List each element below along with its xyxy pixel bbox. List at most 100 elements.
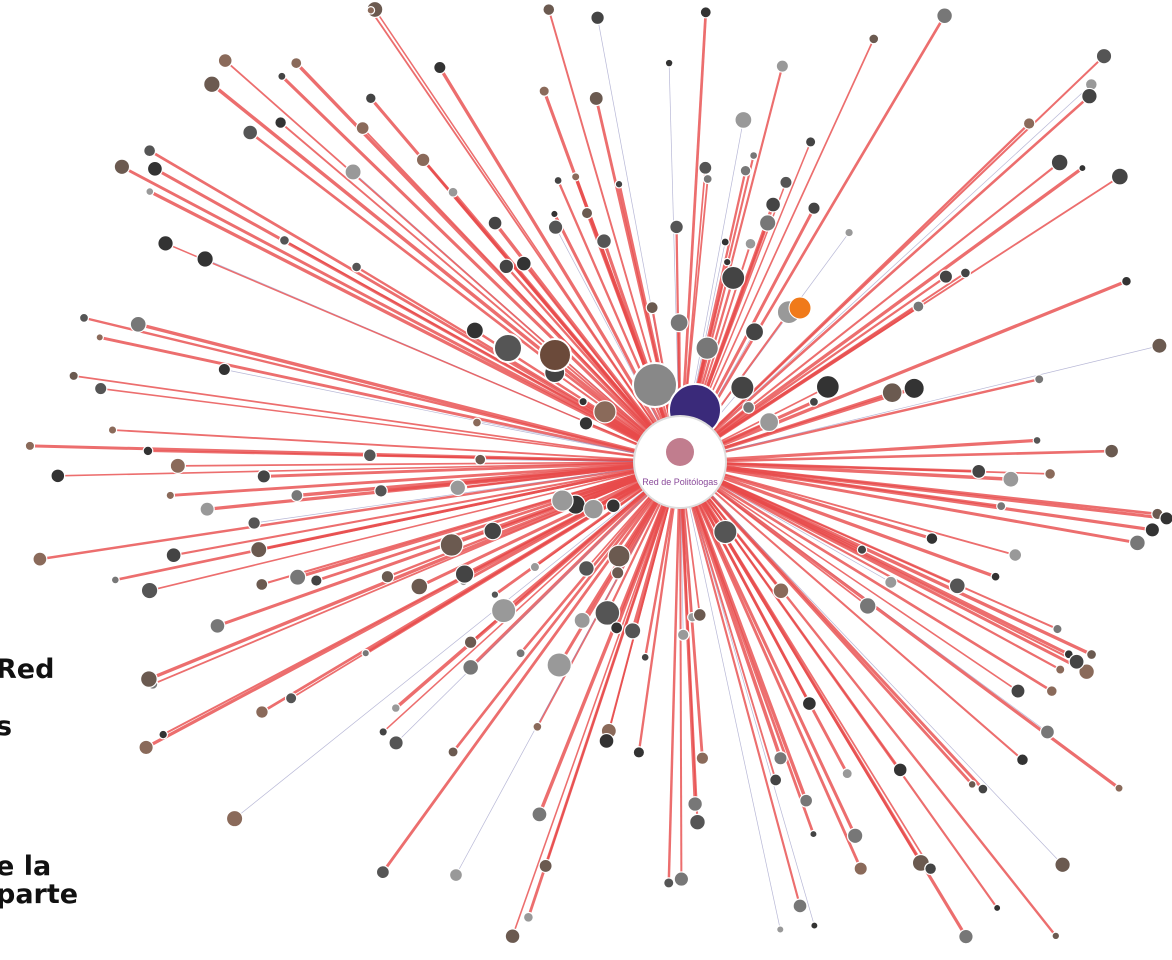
node (284, 692, 298, 705)
edge (679, 461, 1061, 671)
node (247, 516, 261, 530)
node (139, 670, 158, 688)
node (1051, 931, 1061, 941)
node (531, 806, 548, 823)
edge (234, 461, 681, 819)
node (515, 648, 526, 659)
node (538, 858, 553, 874)
node (640, 652, 650, 662)
node (936, 7, 953, 25)
node (594, 599, 621, 626)
node (95, 333, 104, 342)
node (465, 321, 484, 340)
node (695, 336, 719, 360)
node (1032, 435, 1042, 445)
node (255, 705, 269, 719)
node (744, 237, 757, 250)
node (550, 209, 559, 219)
node (792, 898, 808, 914)
node (447, 746, 459, 758)
node (977, 783, 989, 795)
node (765, 196, 782, 213)
node (990, 571, 1001, 582)
node (288, 568, 307, 586)
edge (173, 460, 681, 557)
node (1002, 470, 1020, 488)
node (669, 219, 684, 235)
node (841, 767, 853, 780)
node (1010, 683, 1026, 699)
node (278, 234, 290, 246)
node (165, 490, 176, 501)
edge (679, 461, 902, 771)
node (1081, 87, 1098, 105)
node (447, 186, 459, 198)
edge (679, 275, 947, 463)
node (846, 827, 864, 845)
edge (452, 461, 682, 753)
edge (679, 378, 1040, 464)
node (146, 160, 163, 177)
node (967, 779, 977, 789)
edge (679, 279, 1128, 464)
edge (57, 461, 681, 477)
node (720, 237, 730, 247)
edge (679, 122, 1030, 463)
node (1110, 167, 1129, 186)
node (375, 865, 390, 880)
node (614, 179, 624, 189)
node (1055, 664, 1066, 675)
edge (422, 159, 681, 463)
node (165, 547, 182, 564)
edge (679, 449, 1112, 464)
node (471, 417, 482, 428)
node (490, 590, 500, 599)
node (50, 468, 66, 484)
edge (149, 461, 681, 592)
node (142, 445, 154, 457)
node (853, 861, 868, 876)
node (742, 400, 756, 414)
node (290, 56, 303, 70)
node (138, 739, 154, 756)
node (593, 400, 617, 424)
node (522, 911, 534, 923)
edge (297, 460, 681, 579)
node (515, 255, 532, 272)
node (439, 533, 464, 557)
node (1078, 663, 1095, 681)
node (129, 315, 147, 333)
node (532, 721, 543, 732)
node (610, 566, 625, 580)
node (1078, 163, 1087, 173)
node (892, 762, 908, 778)
node (1128, 534, 1146, 552)
node (1068, 653, 1085, 670)
edge (679, 305, 920, 464)
node (140, 581, 159, 600)
node (769, 773, 783, 787)
node (157, 235, 174, 252)
node (570, 172, 581, 182)
node (366, 6, 376, 15)
node (578, 560, 595, 577)
node (1121, 275, 1132, 287)
node (809, 829, 818, 839)
node (739, 164, 752, 177)
edge (678, 461, 974, 786)
node (474, 453, 487, 466)
node (538, 338, 572, 372)
node (583, 498, 604, 520)
node (573, 611, 591, 629)
node (856, 544, 868, 555)
node (209, 617, 226, 634)
edge (148, 149, 681, 464)
edge (544, 461, 681, 867)
node (113, 158, 131, 176)
node (596, 233, 612, 250)
node (242, 124, 259, 141)
node (32, 551, 48, 567)
edge (679, 345, 1160, 463)
node (689, 813, 706, 831)
